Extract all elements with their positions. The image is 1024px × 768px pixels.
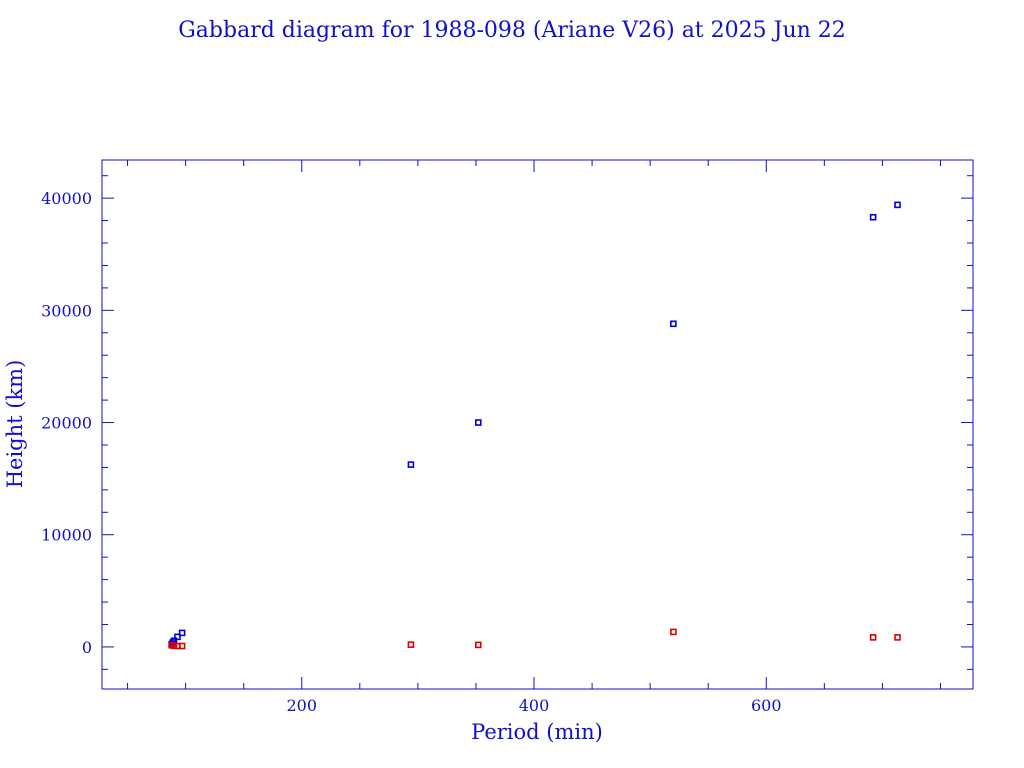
apogee-point [178, 629, 186, 637]
perigee-point [670, 628, 677, 636]
x-axis-label: Period (min) [471, 720, 603, 744]
y-tick-label: 20000 [41, 414, 92, 433]
y-tick-label: 30000 [41, 301, 92, 320]
apogee-point [670, 320, 677, 328]
axis-ticks [102, 160, 973, 689]
chart-title: Gabbard diagram for 1988-098 (Ariane V26… [178, 18, 846, 43]
data-points [168, 201, 901, 650]
x-tick-label: 200 [286, 696, 317, 715]
perigee-point [178, 642, 186, 650]
plot-frame [101, 159, 974, 690]
apogee-point [869, 213, 877, 221]
perigee-point [407, 641, 415, 648]
x-tick-label: 600 [751, 696, 782, 715]
y-tick-label: 10000 [41, 526, 92, 545]
x-tick-labels: 200 400 600 [286, 696, 781, 715]
y-axis-label: Height (km) [3, 360, 27, 489]
apogee-point [474, 419, 482, 426]
apogee-point [407, 461, 415, 468]
perigee-point [894, 634, 901, 641]
perigee-point [869, 634, 877, 641]
y-tick-label: 0 [82, 638, 92, 657]
perigee-point [474, 641, 482, 649]
apogee-point [894, 201, 901, 209]
perigee-point [170, 642, 178, 650]
apogee-point [174, 633, 181, 641]
y-tick-label: 40000 [41, 189, 92, 208]
x-tick-label: 400 [519, 696, 550, 715]
y-tick-labels: 0 10000 20000 30000 40000 [41, 189, 92, 657]
